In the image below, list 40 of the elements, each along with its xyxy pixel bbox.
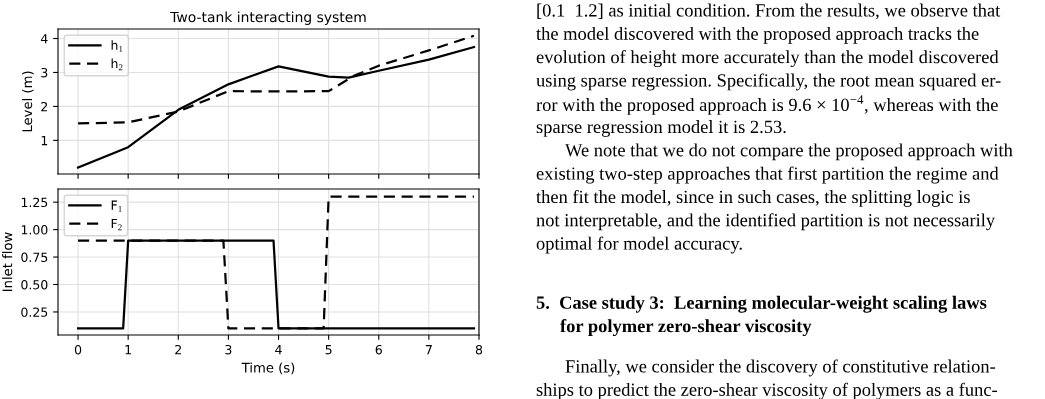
legend-label: F$_{2}$ [111, 218, 122, 231]
y-tick-label: 2 [41, 101, 48, 112]
text: not interpretable, and the identified partition is not necessarily [536, 213, 996, 231]
text: We note that we do not compare the proposed approach with [565, 143, 1013, 161]
x-tick-label: 6 [375, 344, 382, 355]
x-tick-label: 5 [325, 345, 332, 355]
x-tick-label: 8 [475, 344, 483, 355]
text: [0.1 1.2] as initial condition. From the results, we observe that [537, 3, 1001, 20]
text: sparse regression model it is 2.53. [536, 120, 786, 137]
x-tick-label: 0 [74, 344, 82, 355]
text: 5. Case study 3: Learning molecular-weight scaling laws for polymer zero-shear viscosity [536, 295, 987, 337]
text: evolution of height more accurately than the model discovered [536, 50, 999, 68]
text: ror with the proposed approach is 9.6 × 10$^{−4}$, whereas with the [536, 95, 998, 115]
legend-label: F$_{1}$ [111, 200, 122, 212]
y-axis-title: Level (m) [22, 71, 34, 132]
text: using sparse regression. Specifically, the root mean squared er- [536, 73, 1001, 91]
text: ships to predict the zero-shear viscosity of polymers as a func- [536, 382, 997, 399]
x-tick-label: 1 [125, 345, 131, 355]
y-tick-label: 0.25 [21, 307, 48, 317]
legend-label: h$_{1}$ [111, 40, 123, 52]
text: optimal for model accuracy. [536, 236, 742, 254]
text: existing two-step approaches that first partition the regime and [536, 166, 999, 184]
x-tick-label: 3 [225, 344, 232, 355]
x-axis-title: Time (s) [241, 362, 295, 375]
y-tick-label: 0.50 [21, 279, 48, 290]
chart-title: Two-tank interacting system [170, 11, 366, 25]
text: the model discovered with the proposed approach tracks the [536, 26, 979, 44]
text: then fit the model, since in such cases, the splitting logic is [536, 189, 970, 207]
y-tick-label: 1.25 [21, 197, 48, 208]
y-axis-title: Inlet flow [2, 232, 13, 291]
x-tick-label: 7 [425, 345, 432, 355]
legend-label: h$_{2}$ [111, 58, 123, 71]
x-tick-label: 4 [275, 345, 282, 355]
y-tick-label: 0.75 [21, 252, 48, 262]
y-tick-label: 1.00 [21, 225, 48, 235]
y-tick-label: 3 [41, 67, 48, 78]
text: Finally, we consider the discovery of constitutive relation- [565, 359, 996, 377]
x-tick-label: 2 [175, 344, 182, 355]
y-tick-label: 4 [40, 34, 48, 44]
y-tick-label: 1 [41, 136, 48, 146]
